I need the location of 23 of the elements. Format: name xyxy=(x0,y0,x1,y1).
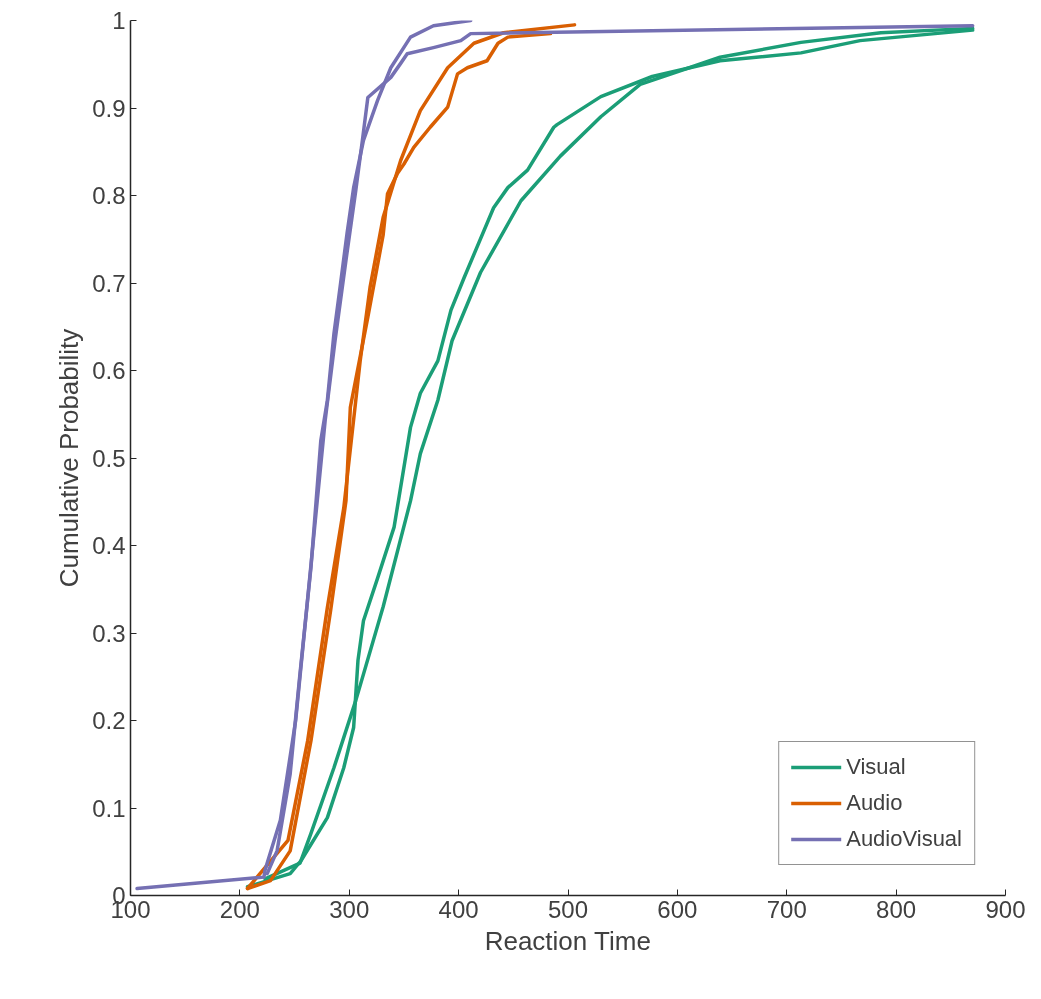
y-tick-label: 0.3 xyxy=(92,619,126,647)
y-tick-label: 0.4 xyxy=(92,532,126,559)
y-tick-label: 0.8 xyxy=(92,182,126,209)
y-tick-label: 0.9 xyxy=(92,94,126,122)
x-tick-label: 900 xyxy=(985,895,1026,923)
x-tick-label: 400 xyxy=(438,895,479,923)
x-tick-label: 700 xyxy=(766,895,807,923)
legend-label: Audio xyxy=(846,790,903,816)
y-tick-label: 0.5 xyxy=(92,444,126,472)
x-tick-label: 200 xyxy=(219,895,260,923)
x-tick-label: 600 xyxy=(657,895,698,923)
y-axis-title: Cumulative Probability xyxy=(54,328,85,588)
x-tick-label: 800 xyxy=(876,895,917,923)
x-tick-label: 500 xyxy=(547,895,589,923)
y-tick-label: 0.2 xyxy=(92,707,126,734)
y-tick-label: 0.6 xyxy=(92,357,126,384)
x-axis-title: Reaction Time xyxy=(484,925,651,956)
legend-label: Visual xyxy=(846,754,906,780)
x-tick-label: 300 xyxy=(329,895,370,923)
y-tick-label: 0.7 xyxy=(92,269,126,297)
y-tick-label: 1 xyxy=(112,7,126,34)
legend-label: AudioVisual xyxy=(846,826,962,852)
y-tick-label: 0.1 xyxy=(92,794,126,822)
